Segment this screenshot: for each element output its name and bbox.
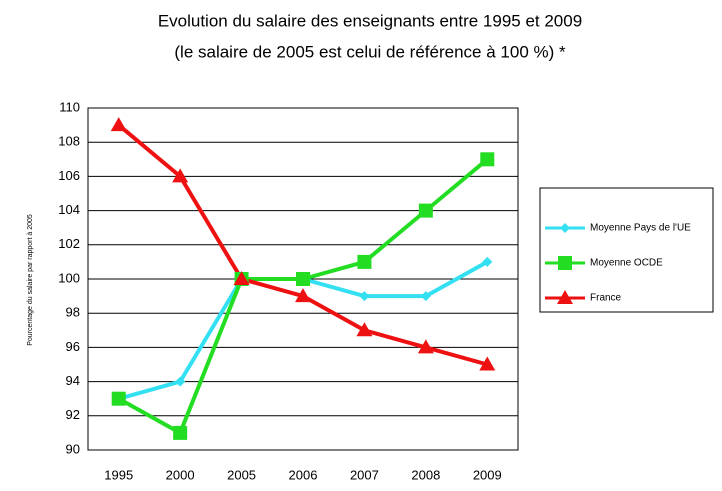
point-marker (233, 271, 250, 285)
x-tick-label: 2008 (411, 467, 440, 482)
x-tick-label: 2000 (166, 467, 195, 482)
legend-marker (557, 290, 573, 304)
x-tick-label: 2005 (227, 467, 256, 482)
x-tick-label: 1995 (104, 467, 133, 482)
y-tick-label: 110 (59, 99, 80, 114)
point-marker (175, 376, 186, 387)
point-marker (295, 288, 311, 303)
y-tick-label: 94 (66, 373, 80, 388)
y-tick-label: 100 (58, 270, 80, 285)
plot-frame (87, 107, 519, 451)
x-tick-label: 2006 (289, 467, 318, 482)
y-tick-label: 96 (66, 339, 80, 354)
legend-marker (558, 256, 572, 270)
point-marker (110, 117, 127, 132)
point-marker (357, 254, 372, 269)
point-marker (173, 425, 188, 440)
point-marker (482, 256, 493, 267)
point-marker (479, 356, 496, 371)
x-tick-label: 2007 (350, 467, 379, 482)
chart-title: Evolution du salaire des enseignants ent… (158, 11, 582, 30)
y-tick-label: 104 (58, 202, 80, 217)
legend-box (539, 187, 714, 313)
y-tick-label: 98 (66, 305, 80, 320)
point-marker (172, 168, 189, 183)
legend-label: Moyenne OCDE (590, 258, 663, 269)
legend-label: France (590, 293, 622, 304)
y-tick-label: 90 (66, 441, 80, 456)
point-marker (480, 152, 495, 167)
y-axis-label: Pourcentage du salaire par rapport à 200… (27, 214, 34, 346)
point-marker (418, 203, 433, 218)
y-tick-label: 102 (58, 236, 80, 251)
point-marker (111, 391, 126, 406)
legend-label: Moyenne Pays de l'UE (590, 223, 691, 234)
y-tick-label: 106 (58, 168, 80, 183)
legend-marker (560, 223, 570, 233)
y-tick-label: 92 (66, 407, 80, 422)
point-marker (356, 322, 373, 337)
point-marker (359, 291, 370, 302)
point-marker (417, 339, 434, 354)
x-tick-label: 2009 (473, 467, 502, 482)
point-marker (420, 291, 431, 302)
y-tick-label: 108 (58, 134, 80, 149)
chart-subtitle: (le salaire de 2005 est celui de référen… (174, 42, 566, 61)
point-marker (296, 272, 310, 286)
